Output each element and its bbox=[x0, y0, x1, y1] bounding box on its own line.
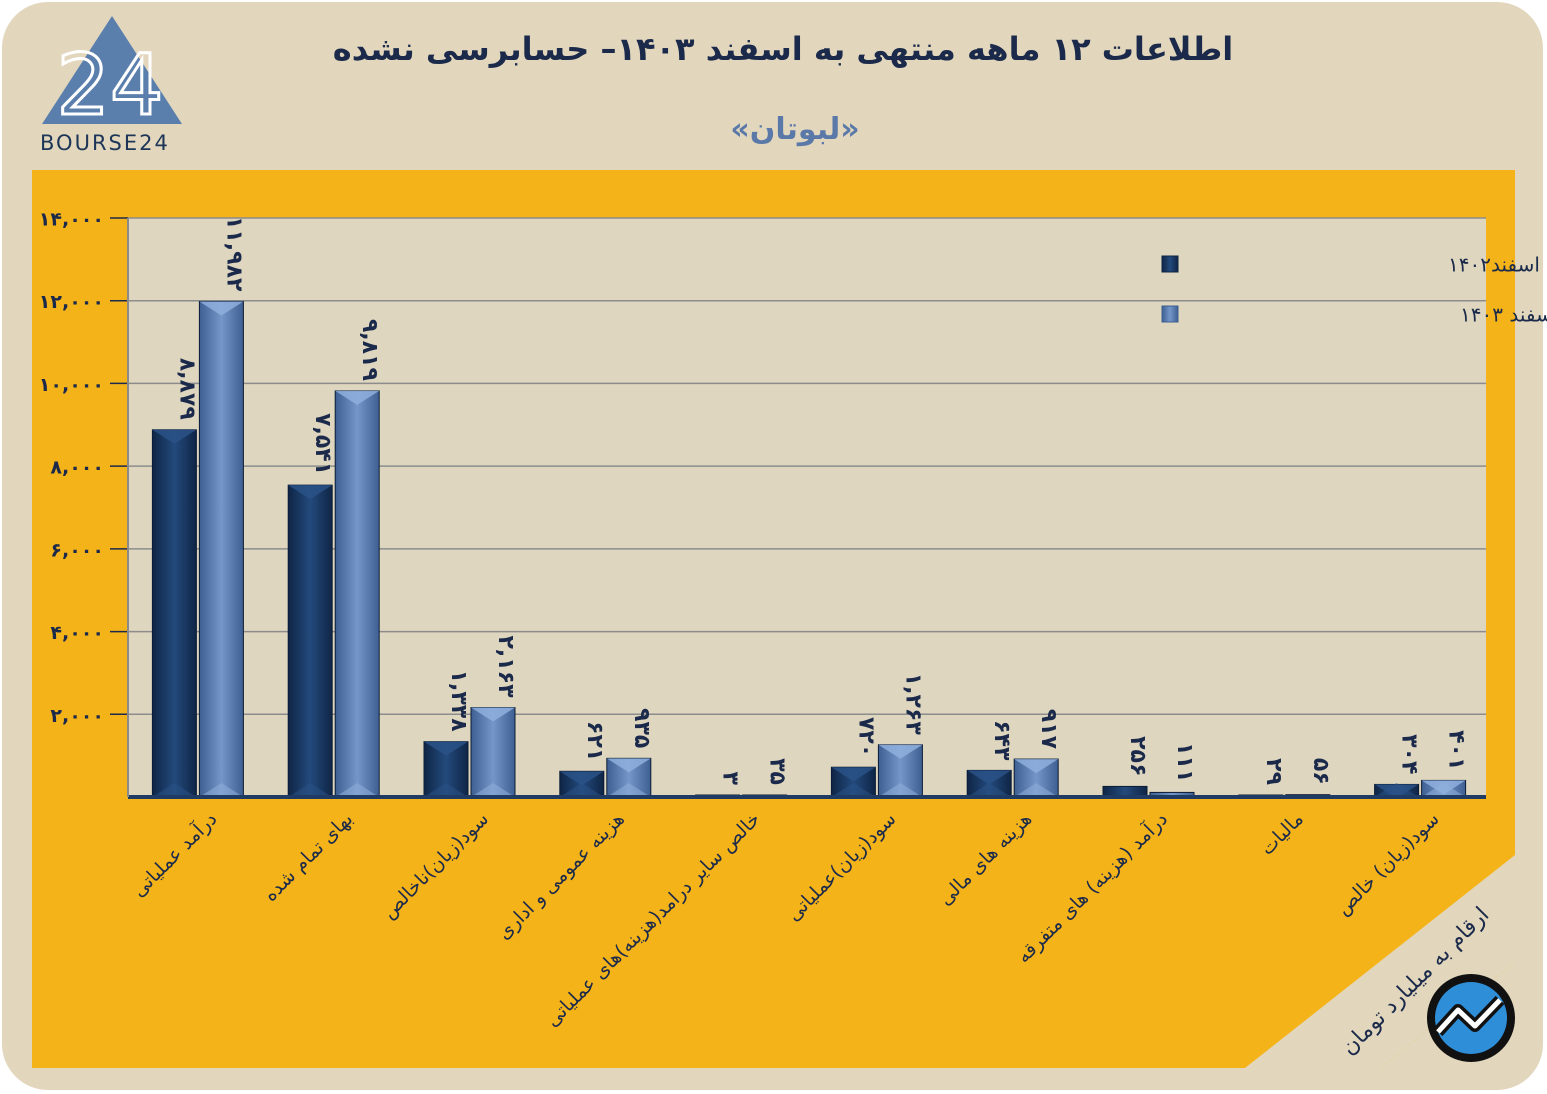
data-label: ۵۶ bbox=[1308, 758, 1333, 785]
y-tick-label: ۴,۰۰۰ bbox=[50, 622, 104, 644]
x-tick-label: سود(زیان) خالص bbox=[1332, 808, 1444, 920]
data-label: ۳۵ bbox=[765, 758, 790, 785]
svg-text:24: 24 bbox=[57, 36, 164, 134]
bar-1402 bbox=[559, 770, 605, 798]
data-label: ۳۰۴ bbox=[1397, 734, 1422, 774]
bar-1403 bbox=[1421, 779, 1467, 798]
bar-1403 bbox=[470, 707, 516, 798]
data-label: ۴۰۱ bbox=[1444, 730, 1469, 770]
data-label: ۷,۵۴۱ bbox=[310, 413, 335, 475]
logo-text: BOURSE24 bbox=[40, 131, 170, 155]
data-label: ۱,۳۳۸ bbox=[446, 670, 471, 733]
legend-swatch-1403 bbox=[1161, 305, 1179, 323]
data-label: ۳ bbox=[718, 772, 743, 786]
bar-1403 bbox=[198, 300, 244, 798]
data-label: ۹,۸۱۹ bbox=[357, 319, 382, 381]
bar-1403 bbox=[606, 757, 652, 798]
x-tick-label: خالص سایر درامد(هزینه)های عملیاتی bbox=[541, 808, 764, 1031]
x-tick-label: سود(زیان)ناخالص bbox=[378, 808, 493, 923]
x-tick-label: سود(زیان)عملیاتی bbox=[783, 808, 901, 926]
page-title: اطلاعات ۱۲ ماهه منتهی به اسفند ۱۴۰۳– حسا… bbox=[332, 30, 1234, 68]
x-tick-label: درآمد (هزینه) های متفرقه bbox=[1011, 807, 1172, 968]
bar-1403 bbox=[1013, 758, 1059, 798]
x-tick-label: هزینه های مالی bbox=[934, 808, 1036, 910]
chart-icon-badge bbox=[1427, 974, 1515, 1062]
data-label: ۸,۸۷۹ bbox=[174, 358, 199, 420]
bar-1402 bbox=[287, 484, 333, 798]
data-label: ۲,۱۶۳ bbox=[493, 635, 518, 698]
data-label: ۷۲۰ bbox=[853, 717, 878, 757]
bar-1402 bbox=[423, 741, 469, 798]
bar-1403 bbox=[877, 744, 923, 798]
data-label: ۲۹ bbox=[1261, 758, 1286, 785]
y-tick-label: ۱۴,۰۰۰ bbox=[39, 209, 104, 231]
data-label: ۲۵۶ bbox=[1125, 736, 1150, 776]
x-tick-label: درآمد عملیاتی bbox=[126, 807, 221, 902]
company-name: «لبوتان» bbox=[730, 112, 860, 147]
x-tick-label: هزینه عمومی و اداری bbox=[493, 808, 629, 944]
data-label: ۶۴۳ bbox=[989, 720, 1014, 761]
y-tick-label: ۸,۰۰۰ bbox=[50, 457, 104, 479]
data-label: ۱,۲۶۳ bbox=[900, 673, 925, 736]
legend: عملکرد منتهی به اسفند۱۴۰۲ عملکرد منتهی ب… bbox=[1161, 253, 1547, 327]
bar-1402 bbox=[151, 429, 197, 798]
bar-1402 bbox=[966, 769, 1012, 798]
data-label: ۱۱۱ bbox=[1172, 742, 1197, 782]
bar-1403 bbox=[334, 390, 380, 798]
y-tick-label: ۶,۰۰۰ bbox=[50, 539, 104, 561]
data-label: ۹۱۷ bbox=[1036, 709, 1061, 750]
data-label: ۶۲۱ bbox=[582, 721, 607, 761]
x-tick-label: بهای تمام شده bbox=[259, 808, 357, 906]
bar-1402 bbox=[830, 766, 876, 798]
y-tick-label: ۱۲,۰۰۰ bbox=[39, 291, 104, 313]
bar-1402 bbox=[1374, 783, 1420, 799]
legend-swatch-1402 bbox=[1161, 255, 1179, 273]
x-tick-label: مالیات bbox=[1256, 808, 1308, 860]
data-label: ۹۳۵ bbox=[629, 708, 654, 748]
bourse24-logo: 24 bbox=[42, 16, 182, 136]
data-label: ۱۱,۹۸۲ bbox=[221, 216, 246, 292]
y-tick-label: ۱۰,۰۰۰ bbox=[39, 374, 104, 396]
y-tick-label: ۲,۰۰۰ bbox=[50, 705, 104, 727]
legend-label-1403: عملکرد منتهی به اسفند ۱۴۰۳ bbox=[1460, 303, 1547, 327]
legend-label-1402: عملکرد منتهی به اسفند۱۴۰۲ bbox=[1448, 253, 1547, 277]
